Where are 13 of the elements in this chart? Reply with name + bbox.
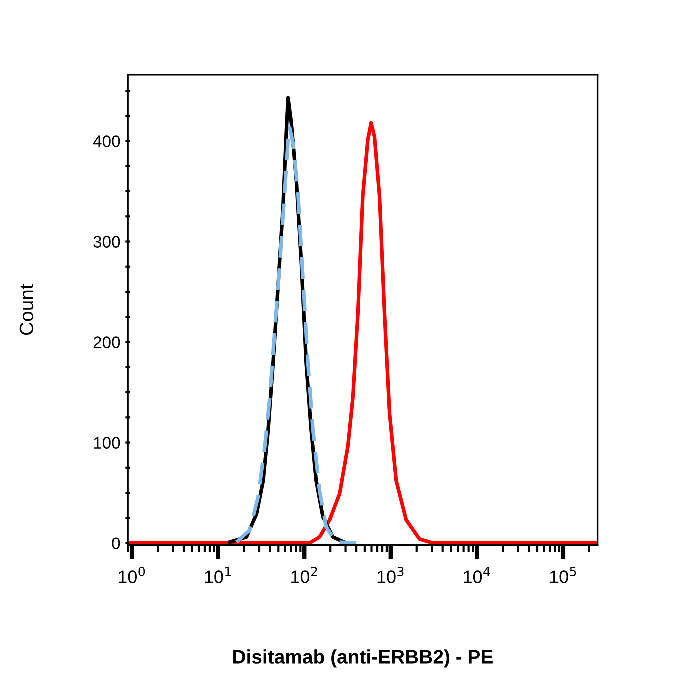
y-tick-label: 100 — [94, 437, 120, 449]
y-axis-title: Count — [20, 284, 34, 336]
y-tick-label: 300 — [94, 236, 120, 248]
x-tick-label: 10$^{2}$ — [292, 566, 318, 584]
y-tick-label: 0 — [112, 538, 120, 550]
y-tick-label: 400 — [93, 136, 120, 148]
x-tick-label: 10$^{0}$ — [118, 566, 146, 584]
x-axis-title: Disitamab (anti-ERBB2) - PE — [234, 650, 493, 668]
x-tick-label: 10$^{3}$ — [378, 566, 404, 584]
x-tick-label: 10$^{4}$ — [464, 567, 490, 584]
y-tick-label: 200 — [94, 336, 120, 348]
x-tick-label: 10$^{5}$ — [550, 567, 576, 584]
x-tick-label: 10$^{1}$ — [205, 567, 232, 584]
